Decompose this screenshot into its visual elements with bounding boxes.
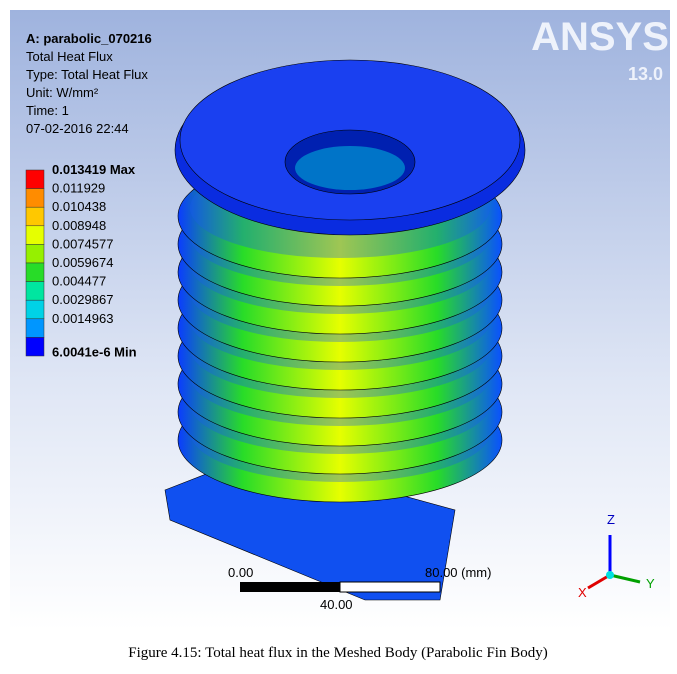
legend-label: 0.0029867 [52,292,113,307]
triad: Z Y X [578,512,655,600]
header-line: Unit: W/mm² [26,85,99,100]
legend-label: 0.013419 Max [52,162,136,177]
legend-swatch [25,169,45,189]
axis-x: X [578,585,587,600]
legend-label: 0.008948 [52,218,106,233]
legend-label: 0.010438 [52,199,106,214]
axis-y: Y [646,576,655,591]
model [164,59,526,601]
legend-swatch [25,281,45,301]
legend-swatch [25,318,45,338]
legend-label: 0.004477 [52,274,106,289]
legend-label: 0.0074577 [52,236,113,251]
scale-bar: 0.00 80.00 (mm) 40.00 [228,565,491,612]
header-line: Time: 1 [26,103,69,118]
version: 13.0 [628,64,663,84]
logo: ANSYS [531,15,669,59]
legend-label: 6.0041e-6 Min [52,344,137,359]
legend-swatch [25,244,45,264]
header-line: Total Heat Flux [26,49,113,64]
scale-middle: 40.00 [320,597,353,612]
legend-swatch [25,225,45,245]
legend-swatch [25,206,45,227]
result-title: A: parabolic_070216 [26,31,152,46]
legend-label: 0.0014963 [52,311,113,326]
legend-swatch [25,299,45,320]
caption: Figure 4.15: Total heat flux in the Mesh… [128,645,547,661]
header-line: Type: Total Heat Flux [26,67,148,82]
legend-swatch [25,262,45,282]
legend-swatch [25,337,45,357]
legend-label: 0.0059674 [52,255,113,270]
legend-label: 0.011929 [52,181,105,196]
scale-start: 0.00 [228,565,253,580]
header-line: 07-02-2016 22:44 [26,121,129,136]
axis-z: Z [607,512,615,527]
scale-end: 80.00 (mm) [425,565,491,580]
legend-swatch [25,188,45,208]
